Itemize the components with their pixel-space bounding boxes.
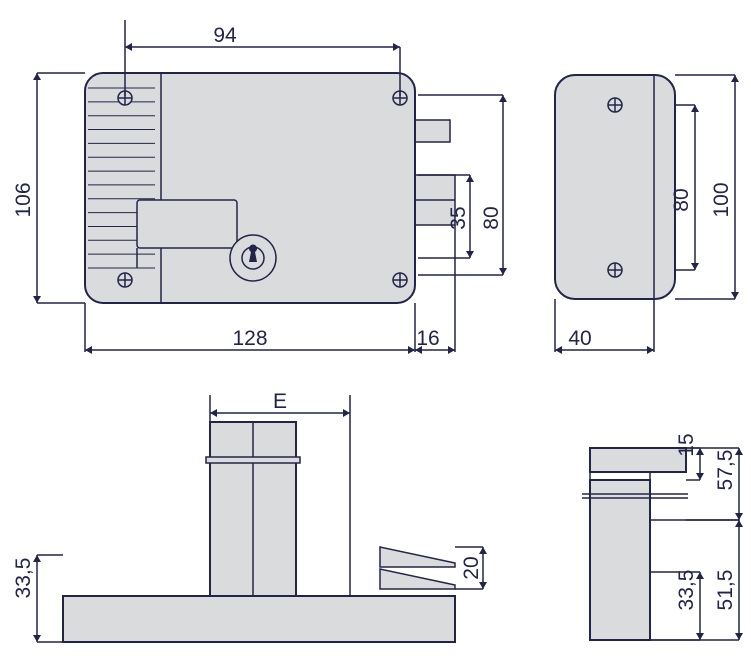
dim-d94: 94 bbox=[213, 24, 237, 47]
dim-d128: 128 bbox=[232, 327, 267, 350]
thumb-turn-plate bbox=[137, 200, 237, 248]
dim-d33b: 33,5 bbox=[675, 570, 698, 611]
dim-d80b: 80 bbox=[670, 188, 693, 211]
dim-dE: E bbox=[273, 390, 287, 413]
dim-d51: 51,5 bbox=[714, 570, 737, 611]
latch-profile-2 bbox=[380, 569, 455, 589]
latch-top bbox=[415, 120, 450, 142]
strike-side-body bbox=[590, 480, 650, 640]
latch-profile-1 bbox=[380, 547, 455, 567]
strike-side-lip bbox=[590, 448, 686, 472]
dim-d80a: 80 bbox=[480, 206, 503, 229]
dim-d35: 35 bbox=[447, 206, 470, 229]
dim-d20: 20 bbox=[460, 556, 483, 579]
dim-d106: 106 bbox=[12, 182, 35, 217]
dim-d16: 16 bbox=[416, 327, 439, 350]
side-base bbox=[63, 596, 455, 642]
dim-d33a: 33,5 bbox=[12, 558, 35, 599]
dim-d57: 57,5 bbox=[714, 450, 737, 491]
dim-d15: 15 bbox=[675, 433, 698, 456]
dim-d40: 40 bbox=[568, 327, 591, 350]
dim-d100: 100 bbox=[710, 182, 733, 217]
